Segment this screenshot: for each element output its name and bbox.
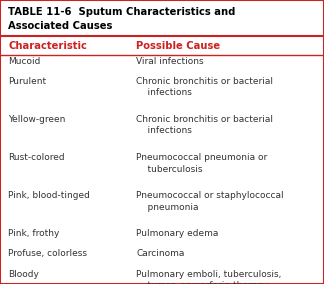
Text: Pneumococcal pneumonia or
    tuberculosis: Pneumococcal pneumonia or tuberculosis — [136, 153, 267, 174]
Text: Carcinoma: Carcinoma — [136, 249, 184, 258]
Text: Pulmonary edema: Pulmonary edema — [136, 229, 218, 238]
Text: Purulent: Purulent — [8, 77, 46, 86]
Text: Pneumococcal or staphylococcal
    pneumonia: Pneumococcal or staphylococcal pneumonia — [136, 191, 284, 212]
Text: TABLE 11-6  Sputum Characteristics and: TABLE 11-6 Sputum Characteristics and — [8, 7, 236, 17]
Text: Chronic bronchitis or bacterial
    infections: Chronic bronchitis or bacterial infectio… — [136, 115, 273, 135]
Text: Pink, frothy: Pink, frothy — [8, 229, 60, 238]
Text: Characteristic: Characteristic — [8, 41, 87, 51]
Text: Pulmonary emboli, tuberculosis,
    tumor, or warfarin therapy: Pulmonary emboli, tuberculosis, tumor, o… — [136, 270, 282, 284]
Text: Viral infections: Viral infections — [136, 57, 204, 66]
Text: Bloody: Bloody — [8, 270, 39, 279]
Text: Possible Cause: Possible Cause — [136, 41, 220, 51]
Text: Chronic bronchitis or bacterial
    infections: Chronic bronchitis or bacterial infectio… — [136, 77, 273, 97]
Text: Yellow-green: Yellow-green — [8, 115, 65, 124]
Text: Mucoid: Mucoid — [8, 57, 40, 66]
Text: Rust-colored: Rust-colored — [8, 153, 65, 162]
Text: Associated Causes: Associated Causes — [8, 21, 112, 31]
Text: Pink, blood-tinged: Pink, blood-tinged — [8, 191, 90, 200]
Text: Profuse, colorless: Profuse, colorless — [8, 249, 87, 258]
